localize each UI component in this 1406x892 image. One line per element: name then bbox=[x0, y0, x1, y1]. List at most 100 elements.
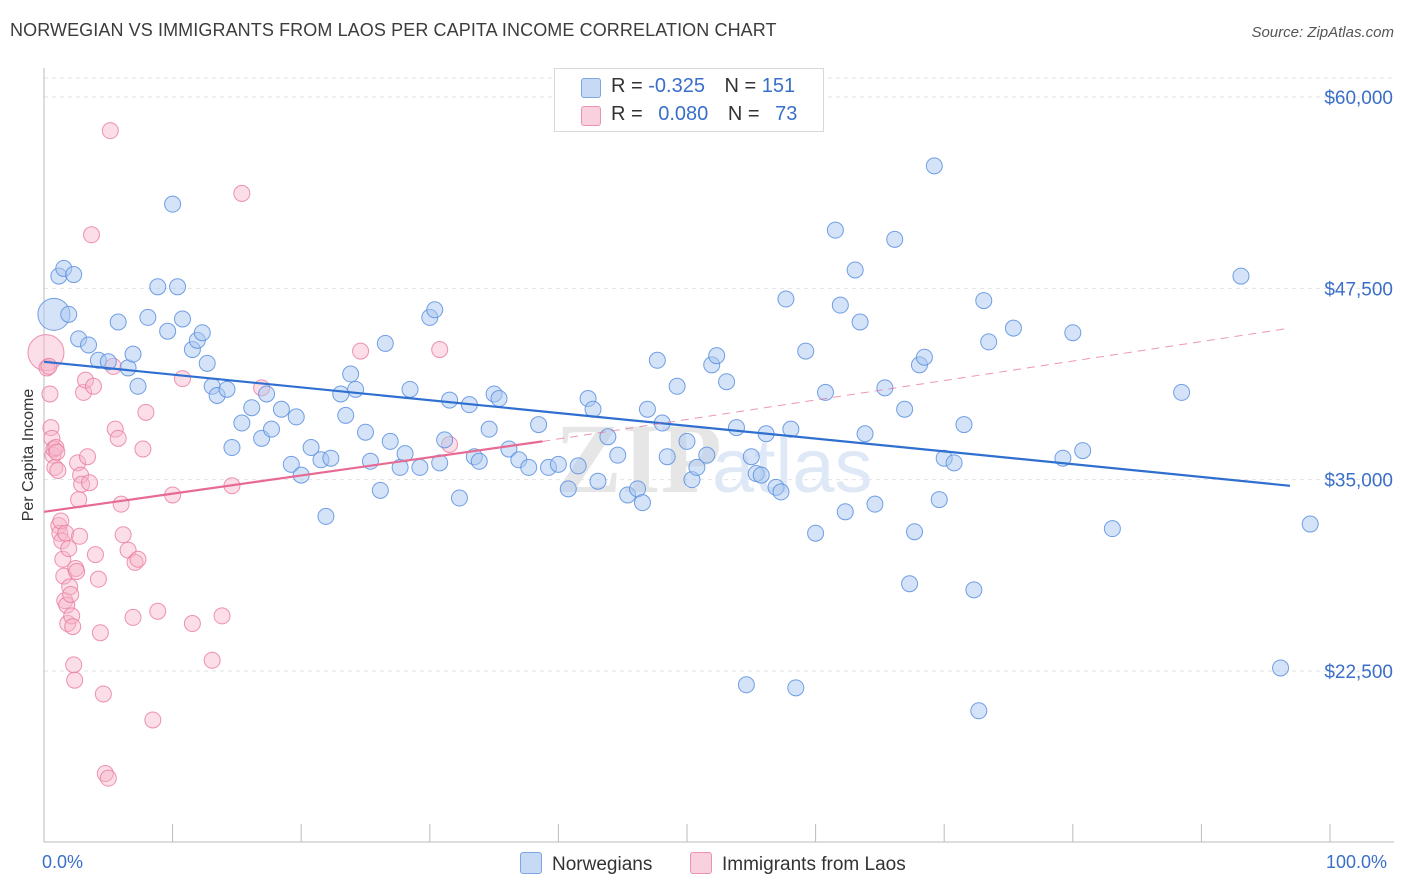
data-point-norwegians bbox=[925, 157, 943, 175]
legend-swatch-laos bbox=[581, 106, 601, 126]
bottom-legend-label: Immigrants from Laos bbox=[722, 854, 906, 875]
data-point-laos bbox=[134, 440, 152, 458]
legend-n-value: 73 bbox=[775, 103, 798, 125]
data-point-norwegians bbox=[263, 420, 281, 438]
data-point-laos bbox=[91, 624, 109, 642]
data-point-laos bbox=[149, 602, 167, 620]
data-point-norwegians bbox=[807, 524, 825, 542]
data-point-norwegians bbox=[1064, 324, 1082, 342]
data-point-laos bbox=[66, 671, 84, 689]
data-point-norwegians bbox=[159, 322, 177, 340]
data-point-laos bbox=[57, 524, 75, 542]
data-point-norwegians bbox=[1301, 515, 1319, 533]
data-point-norwegians bbox=[139, 308, 157, 326]
data-point-norwegians bbox=[357, 423, 374, 441]
data-point-norwegians bbox=[218, 380, 236, 398]
data-point-norwegians bbox=[381, 432, 399, 450]
data-point-norwegians bbox=[233, 414, 251, 432]
data-point-laos bbox=[101, 122, 119, 140]
data-point-norwegians bbox=[742, 448, 760, 466]
legend-n-value: 151 bbox=[761, 75, 796, 97]
trend-line-laos-extension bbox=[542, 327, 1291, 442]
data-point-norwegians bbox=[915, 348, 933, 366]
data-point-norwegians bbox=[826, 221, 844, 239]
data-point-norwegians bbox=[896, 400, 914, 418]
legend-n-label: N = bbox=[727, 103, 760, 125]
data-point-norwegians bbox=[193, 324, 211, 342]
trend-lines bbox=[43, 327, 1291, 513]
data-point-laos bbox=[137, 403, 155, 421]
data-point-laos bbox=[68, 563, 86, 581]
data-point-norwegians bbox=[752, 466, 770, 484]
bottom-legend-norwegians: Norwegians bbox=[520, 852, 652, 876]
data-point-laos bbox=[58, 596, 76, 614]
data-point-norwegians bbox=[60, 305, 78, 323]
data-point-norwegians bbox=[470, 452, 488, 470]
data-point-norwegians bbox=[777, 290, 795, 308]
data-point-norwegians bbox=[816, 383, 834, 401]
y-tick-label: $47,500 bbox=[1324, 279, 1393, 300]
data-point-laos bbox=[54, 550, 72, 568]
data-point-laos bbox=[124, 608, 142, 626]
data-point-norwegians bbox=[708, 347, 726, 365]
data-point-norwegians bbox=[530, 416, 548, 434]
data-point-norwegians bbox=[426, 301, 444, 319]
data-point-norwegians bbox=[520, 458, 538, 476]
data-point-laos bbox=[55, 567, 73, 585]
data-point-norwegians bbox=[727, 419, 745, 437]
data-point-norwegians bbox=[109, 313, 127, 331]
data-point-norwegians bbox=[1103, 520, 1121, 538]
data-point-laos bbox=[41, 385, 59, 403]
data-point-norwegians bbox=[99, 353, 117, 371]
data-point-norwegians bbox=[836, 503, 854, 521]
data-point-norwegians bbox=[450, 489, 468, 507]
data-point-norwegians bbox=[65, 266, 83, 284]
data-point-laos bbox=[84, 377, 102, 395]
data-point-norwegians bbox=[1232, 267, 1250, 285]
data-point-norwegians bbox=[342, 365, 360, 383]
data-point-laos bbox=[173, 370, 191, 388]
data-point-norwegians bbox=[129, 377, 147, 395]
data-point-laos bbox=[82, 226, 100, 244]
data-point-norwegians bbox=[376, 334, 394, 352]
data-point-norwegians bbox=[688, 458, 706, 476]
data-point-laos bbox=[144, 711, 162, 729]
data-point-norwegians bbox=[317, 507, 335, 525]
data-point-laos bbox=[96, 765, 114, 783]
y-tick-labels: $22,500 $35,000 $47,500 $60,000 bbox=[1324, 88, 1393, 683]
data-point-norwegians bbox=[169, 278, 187, 296]
trend-line-norwegians bbox=[43, 360, 1291, 487]
data-point-laos bbox=[109, 429, 127, 447]
data-point-laos bbox=[431, 341, 449, 359]
bottom-legend-laos: Immigrants from Laos bbox=[690, 852, 906, 876]
data-point-norwegians bbox=[787, 679, 805, 697]
data-point-norwegians bbox=[846, 261, 864, 279]
data-point-norwegians bbox=[658, 448, 676, 466]
data-point-laos bbox=[60, 540, 78, 558]
data-point-norwegians bbox=[124, 345, 142, 363]
data-point-norwegians bbox=[332, 385, 350, 403]
data-point-laos bbox=[64, 618, 82, 636]
data-point-norwegians bbox=[436, 431, 454, 449]
data-point-norwegians bbox=[337, 406, 355, 424]
data-point-norwegians bbox=[480, 420, 498, 438]
data-point-norwegians bbox=[831, 296, 849, 314]
data-point-laos bbox=[49, 461, 67, 479]
data-point-norwegians bbox=[1173, 383, 1191, 401]
data-point-norwegians bbox=[678, 432, 696, 450]
data-point-norwegians bbox=[282, 455, 300, 473]
bottom-legend-swatch-laos bbox=[690, 852, 712, 874]
data-point-norwegians bbox=[549, 455, 567, 473]
data-point-norwegians bbox=[638, 400, 656, 418]
axes bbox=[43, 68, 1394, 843]
data-point-norwegians bbox=[945, 454, 963, 472]
data-point-laos bbox=[114, 526, 132, 544]
data-point-norwegians bbox=[347, 380, 365, 398]
data-point-norwegians bbox=[1272, 659, 1290, 677]
data-point-norwegians bbox=[164, 195, 182, 213]
data-point-norwegians bbox=[718, 373, 736, 391]
watermark-atlas: atlas bbox=[712, 424, 873, 509]
data-point-norwegians bbox=[559, 480, 577, 498]
data-point-norwegians bbox=[772, 483, 790, 501]
